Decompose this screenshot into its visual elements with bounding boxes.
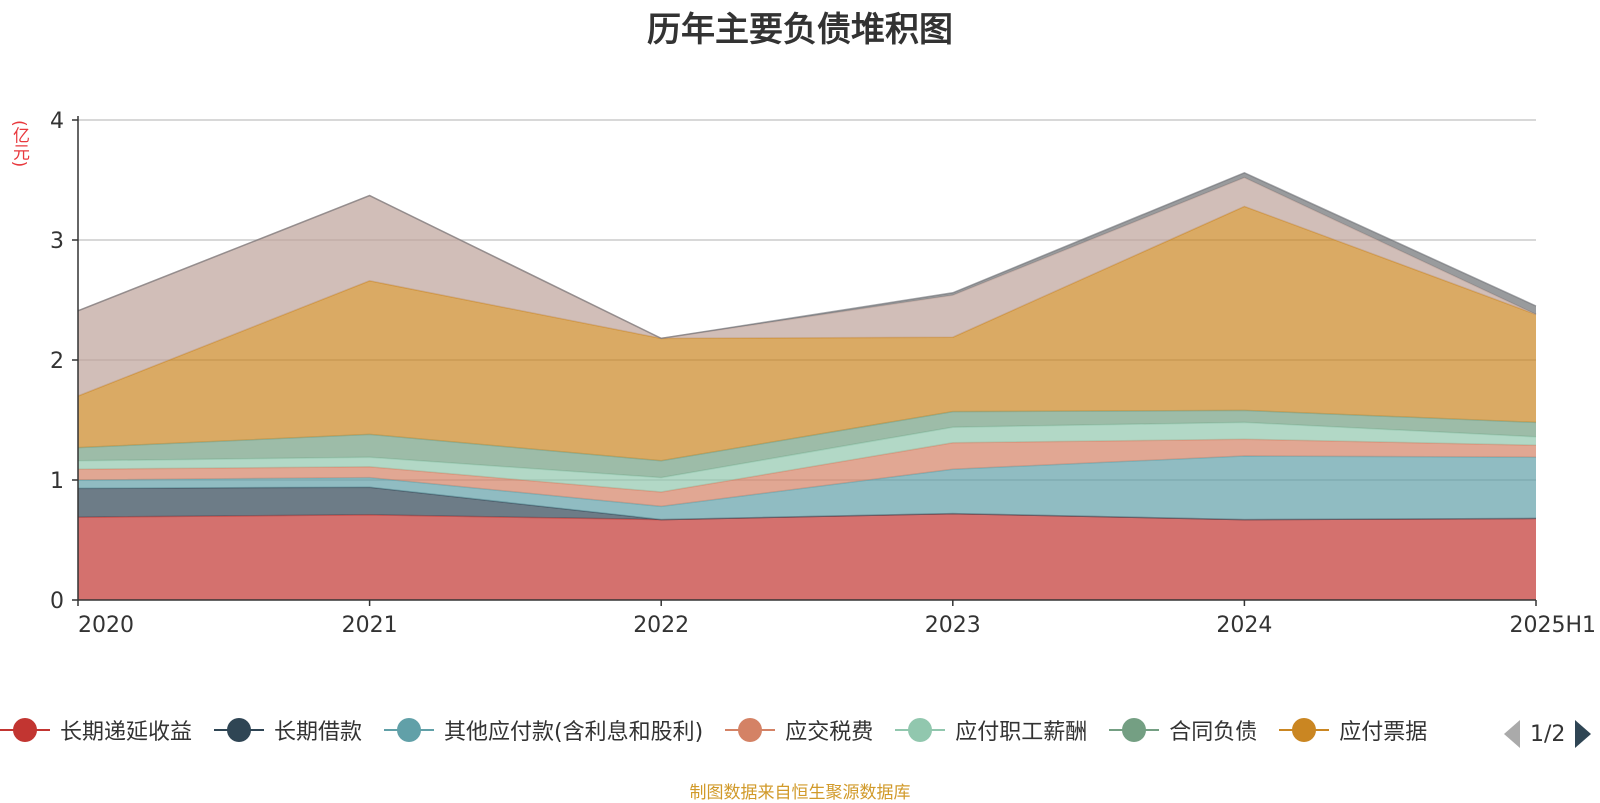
area-series-5	[78, 422, 1536, 492]
legend-marker-icon	[0, 717, 50, 743]
area-series-3	[78, 456, 1536, 520]
legend-item[interactable]: 应付职工薪酬	[895, 710, 1087, 750]
area-series-8	[78, 177, 1536, 396]
x-tick-label: 2022	[633, 613, 689, 638]
y-tick-label: 0	[50, 589, 64, 614]
legend-label: 应交税费	[785, 720, 874, 745]
area-series-7	[78, 206, 1536, 461]
series-line-6	[77, 409, 1537, 462]
x-tick-label: 2021	[342, 613, 398, 638]
chart-title: 历年主要负债堆积图	[647, 10, 953, 50]
legend-marker-dot	[1292, 718, 1317, 742]
legend-prev-page-icon[interactable]	[1504, 720, 1520, 748]
legend-label: 应付票据	[1339, 720, 1428, 745]
legend-item[interactable]: 长期递延收益	[0, 710, 192, 750]
y-tick-label: 4	[50, 109, 64, 134]
legend-marker-dot	[397, 718, 422, 742]
legend-marker-icon	[384, 717, 435, 743]
legend: 长期递延收益 长期借款 其他应付款(含利息和股利) 应交税费 应付职工薪酬 合同负债 应付票…	[0, 710, 1500, 750]
legend-marker-dot	[227, 718, 252, 742]
series-line-9	[77, 171, 1537, 340]
legend-item[interactable]: 长期借款	[214, 710, 362, 750]
stacked-area-chart: 0 1 2 3 4 2020 2021 2022 2023 2024 2025H1	[50, 109, 1596, 638]
axes: 0 1 2 3 4 2020 2021 2022 2023 2024 2025H1	[50, 109, 1596, 638]
area-series-1	[78, 513, 1536, 600]
legend-marker-icon	[895, 717, 946, 743]
legend-marker-dot	[908, 718, 933, 742]
area-series-2	[78, 487, 1536, 520]
legend-marker-dot	[738, 718, 763, 742]
legend-marker-icon	[725, 717, 776, 743]
y-tick-label: 2	[50, 349, 64, 374]
legend-label: 合同负债	[1169, 720, 1258, 745]
legend-next-page-icon[interactable]	[1575, 720, 1592, 748]
legend-item[interactable]: 应交税费	[725, 710, 873, 750]
legend-item[interactable]: 其他应付款(含利息和股利)	[384, 710, 703, 750]
x-tick-label: 2025H1	[1509, 613, 1596, 638]
legend-page-indicator: 1/2	[1530, 721, 1566, 747]
legend-label: 应付职工薪酬	[955, 720, 1088, 745]
y-tick-label: 3	[50, 229, 64, 254]
legend-label: 长期递延收益	[60, 720, 193, 745]
legend-label: 长期借款	[274, 720, 363, 745]
legend-marker-dot	[1122, 718, 1147, 742]
legend-pager: 1/2	[1500, 714, 1600, 754]
area-series-4	[78, 439, 1536, 507]
legend-item[interactable]: 合同负债	[1109, 710, 1257, 750]
y-axis-unit-label: (亿元)	[9, 120, 29, 168]
y-tick-label: 1	[50, 469, 64, 494]
x-tick-label: 2020	[78, 613, 134, 638]
x-tick-label: 2024	[1216, 613, 1272, 638]
legend-label: 其他应付款(含利息和股利)	[444, 720, 704, 745]
x-tick-label: 2023	[925, 613, 981, 638]
legend-marker-dot	[13, 718, 37, 742]
legend-item[interactable]: 应付票据	[1279, 710, 1427, 750]
area-series-6	[78, 410, 1536, 478]
legend-marker-icon	[1109, 717, 1160, 743]
area-series	[77, 171, 1537, 600]
legend-marker-icon	[1279, 717, 1330, 743]
source-note: 制图数据来自恒生聚源数据库	[689, 783, 911, 803]
legend-marker-icon	[214, 717, 265, 743]
